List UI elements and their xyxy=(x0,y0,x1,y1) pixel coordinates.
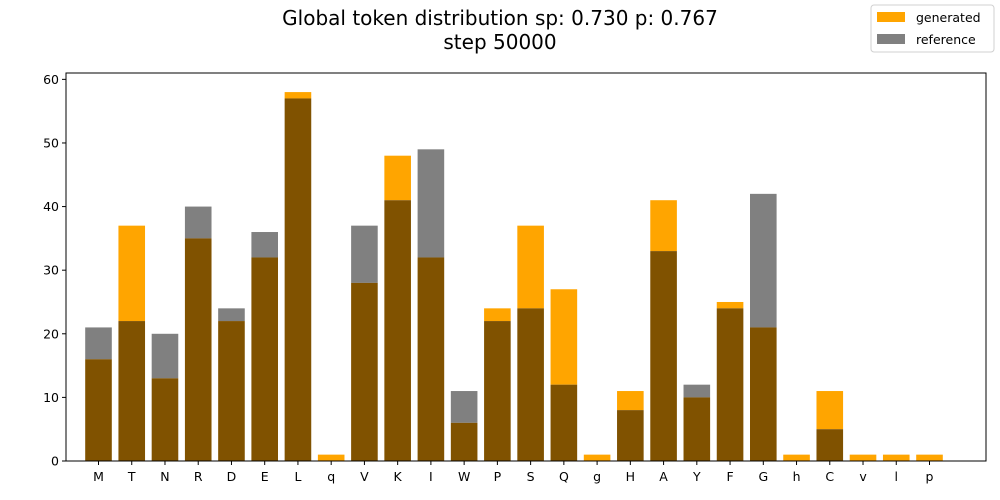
bar-generated-P xyxy=(484,308,511,322)
x-tick-label-l: l xyxy=(895,469,898,484)
x-tick-label-D: D xyxy=(227,469,237,484)
bar-overlap-P xyxy=(484,321,511,461)
bar-overlap-T xyxy=(118,321,146,461)
bar-generated-K xyxy=(384,155,411,201)
x-tick-label-L: L xyxy=(294,469,301,484)
x-tick-label-h: h xyxy=(793,469,801,484)
legend: generated reference xyxy=(870,4,995,53)
y-tick-label: 30 xyxy=(43,263,59,278)
y-tick-label: 50 xyxy=(43,135,59,150)
bar-reference-I xyxy=(417,149,445,258)
y-tick-label: 0 xyxy=(51,454,59,469)
bar-overlap-A xyxy=(650,251,677,461)
bar-generated-L xyxy=(284,92,312,99)
x-tick-label-K: K xyxy=(394,469,403,484)
bar-overlap-I xyxy=(417,257,445,461)
bar-overlap-V xyxy=(351,282,378,461)
bar-generated-T xyxy=(118,225,146,322)
x-tick-label-p: p xyxy=(926,469,934,484)
legend-label-generated: generated xyxy=(916,10,981,25)
bar-reference-M xyxy=(85,327,112,360)
bar-overlap-S xyxy=(517,308,544,461)
x-tick-label-Y: Y xyxy=(692,469,701,484)
bar-overlap-N xyxy=(151,378,179,461)
bar-generated-H xyxy=(617,391,644,411)
bar-overlap-L xyxy=(284,98,312,461)
bar-overlap-Q xyxy=(550,384,578,461)
chart-title: Global token distribution sp: 0.730 p: 0… xyxy=(282,6,718,30)
bar-overlap-K xyxy=(384,200,411,461)
bar-overlap-Y xyxy=(683,397,711,461)
x-tick-label-E: E xyxy=(261,469,269,484)
legend-label-reference: reference xyxy=(916,32,976,47)
plot-frame xyxy=(65,72,987,462)
legend-swatch-generated xyxy=(877,12,905,22)
x-tick-label-Q: Q xyxy=(559,469,569,484)
bar-overlap-E xyxy=(251,257,278,461)
chart-subtitle: step 50000 xyxy=(443,30,556,54)
bar-generated-S xyxy=(517,225,544,309)
bar-generated-h xyxy=(783,454,810,461)
bar-overlap-F xyxy=(716,308,744,461)
x-tick-label-g: g xyxy=(593,469,601,484)
bar-generated-l xyxy=(882,454,910,461)
bar-reference-R xyxy=(184,206,212,239)
y-tick-label: 60 xyxy=(43,72,59,87)
bar-generated-F xyxy=(716,301,744,309)
bar-overlap-C xyxy=(816,429,844,461)
bar-generated-p xyxy=(916,454,943,461)
x-tick-label-N: N xyxy=(160,469,169,484)
bar-generated-v xyxy=(849,454,877,461)
x-tick-label-q: q xyxy=(327,469,335,484)
bar-reference-G xyxy=(750,193,777,328)
bar-overlap-H xyxy=(617,410,644,461)
x-tick-label-P: P xyxy=(494,469,502,484)
y-tick-label: 40 xyxy=(43,199,59,214)
bar-generated-g xyxy=(583,454,611,461)
bar-reference-W xyxy=(450,391,478,423)
x-tick-label-A: A xyxy=(659,469,668,484)
bar-overlap-D xyxy=(218,321,245,461)
x-tick-label-T: T xyxy=(127,469,136,484)
bar-generated-Q xyxy=(550,289,578,385)
bar-reference-N xyxy=(151,333,179,379)
x-tick-label-M: M xyxy=(93,469,104,484)
bar-overlap-R xyxy=(184,238,212,461)
bar-generated-A xyxy=(650,200,677,252)
y-tick-label: 10 xyxy=(43,390,59,405)
bar-reference-V xyxy=(351,225,378,283)
bar-generated-C xyxy=(816,391,844,430)
bar-reference-Y xyxy=(683,384,711,398)
x-tick-label-S: S xyxy=(527,469,535,484)
bars-group xyxy=(85,92,943,461)
x-tick-label-H: H xyxy=(626,469,635,484)
bar-reference-E xyxy=(251,232,278,258)
legend-swatch-reference xyxy=(877,34,905,44)
x-tick-label-v: v xyxy=(859,469,867,484)
bar-overlap-G xyxy=(750,327,777,461)
bar-reference-D xyxy=(218,308,245,322)
x-tick-label-W: W xyxy=(458,469,470,484)
bar-overlap-M xyxy=(85,359,112,461)
x-tick-label-R: R xyxy=(194,469,203,484)
x-tick-label-G: G xyxy=(758,469,768,484)
bar-generated-q xyxy=(317,454,345,461)
x-tick-label-I: I xyxy=(429,469,433,484)
x-tick-label-F: F xyxy=(726,469,733,484)
x-tick-label-V: V xyxy=(360,469,369,484)
bar-overlap-W xyxy=(450,422,478,461)
x-tick-label-C: C xyxy=(825,469,834,484)
y-tick-label: 20 xyxy=(43,326,59,341)
y-axis: 0 10 20 30 40 50 60 xyxy=(43,72,66,469)
